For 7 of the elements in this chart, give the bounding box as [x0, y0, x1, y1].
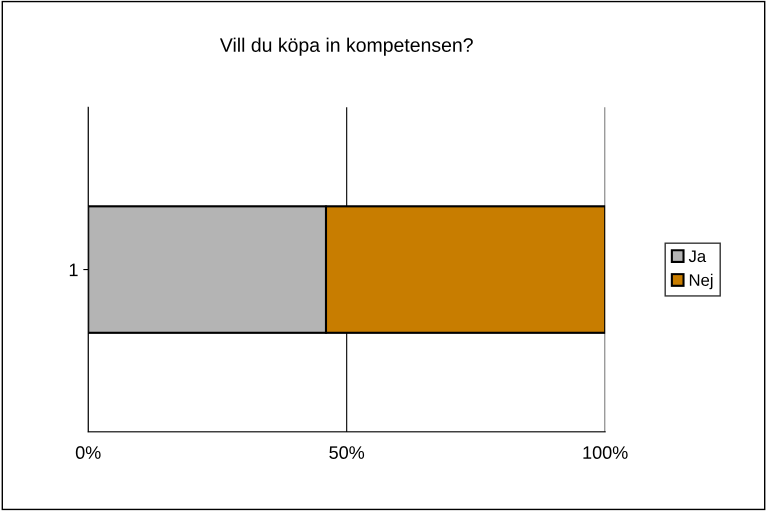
- legend-label: Ja: [688, 250, 706, 262]
- x-tick-label: 50%: [329, 446, 364, 459]
- y-tick-label: 1: [70, 264, 78, 276]
- chart-title: Vill du köpa in kompetensen?: [220, 38, 473, 56]
- x-tick-label: 100%: [583, 446, 628, 459]
- x-tick-label: 0%: [76, 446, 101, 459]
- legend-label: Nej: [690, 274, 712, 290]
